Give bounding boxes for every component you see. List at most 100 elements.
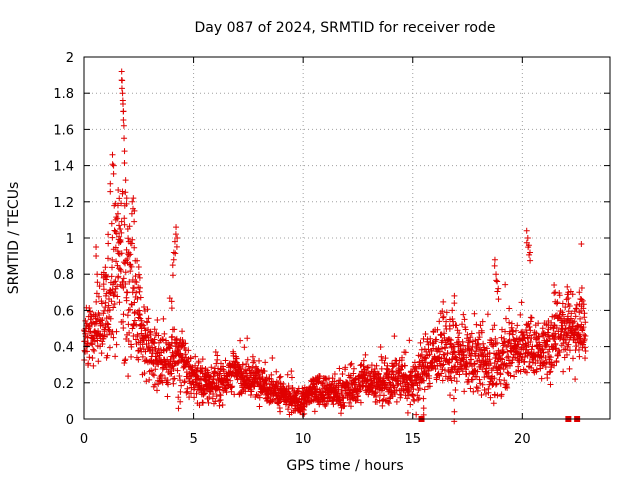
data-point <box>476 334 483 341</box>
data-point <box>129 325 136 332</box>
data-point <box>453 322 460 329</box>
data-point <box>491 360 498 367</box>
data-point <box>512 354 519 361</box>
data-point <box>284 371 291 378</box>
data-point <box>129 198 136 205</box>
data-point <box>393 398 400 405</box>
data-point <box>112 228 119 235</box>
data-point <box>125 238 132 245</box>
data-point <box>453 356 460 363</box>
data-point <box>434 354 441 361</box>
data-point <box>581 310 588 317</box>
data-point <box>125 338 132 345</box>
data-point <box>535 333 542 340</box>
y-tick-label: 0.4 <box>53 341 74 356</box>
data-point <box>253 375 260 382</box>
data-point <box>430 345 437 352</box>
data-point <box>167 357 174 364</box>
data-point <box>568 310 575 317</box>
data-point <box>567 315 574 322</box>
data-point <box>123 297 130 304</box>
data-point <box>94 337 101 344</box>
data-point <box>121 159 128 166</box>
data-point <box>85 360 92 367</box>
data-point <box>582 355 589 362</box>
data-point <box>120 284 127 291</box>
data-point <box>102 264 109 271</box>
data-point <box>104 320 111 327</box>
x-axis-label: GPS time / hours <box>286 458 403 474</box>
data-point <box>565 289 572 296</box>
data-point <box>113 258 120 265</box>
data-point <box>499 356 506 363</box>
data-point <box>438 370 445 377</box>
data-point <box>141 325 148 332</box>
data-point <box>499 326 506 333</box>
data-point <box>445 373 452 380</box>
data-point <box>169 272 176 279</box>
data-point <box>560 368 567 375</box>
data-point <box>234 376 241 383</box>
data-point <box>578 240 585 247</box>
data-point <box>337 377 344 384</box>
data-point <box>504 384 511 391</box>
data-point <box>517 311 524 318</box>
data-point <box>134 257 141 264</box>
data-point <box>575 323 582 330</box>
data-point <box>151 372 158 379</box>
data-point <box>451 408 458 415</box>
data-point <box>133 321 140 328</box>
data-point <box>141 370 148 377</box>
data-point <box>177 377 184 384</box>
data-point <box>218 360 225 367</box>
data-point <box>555 347 562 354</box>
y-tick-label: 1.6 <box>53 123 74 138</box>
data-point <box>241 344 248 351</box>
data-point <box>344 379 351 386</box>
y-tick-label: 0.6 <box>53 304 74 319</box>
data-point <box>186 394 193 401</box>
data-point <box>249 353 256 360</box>
data-point <box>467 334 474 341</box>
data-point <box>121 135 128 142</box>
data-point <box>201 390 208 397</box>
data-point <box>508 320 515 327</box>
data-point <box>475 341 482 348</box>
data-point <box>582 332 589 339</box>
data-point <box>106 327 113 334</box>
data-point <box>116 222 123 229</box>
data-point <box>507 372 514 379</box>
data-point <box>476 376 483 383</box>
data-point <box>152 366 159 373</box>
data-point <box>113 328 120 335</box>
data-point <box>244 335 251 342</box>
data-point <box>533 330 540 337</box>
data-point <box>118 250 125 257</box>
data-point <box>114 210 121 217</box>
data-point <box>285 386 292 393</box>
data-point <box>528 314 535 321</box>
data-point <box>110 334 117 341</box>
data-point <box>490 400 497 407</box>
data-point <box>180 363 187 370</box>
data-point <box>498 391 505 398</box>
data-point <box>89 354 96 361</box>
data-point <box>138 321 145 328</box>
data-point <box>118 229 125 236</box>
data-point <box>184 385 191 392</box>
data-point <box>122 177 129 184</box>
data-point <box>315 378 322 385</box>
data-point <box>121 215 128 222</box>
x-tick-label: 0 <box>80 432 88 447</box>
data-point <box>354 392 361 399</box>
data-point <box>113 341 120 348</box>
data-point <box>126 329 133 336</box>
data-point <box>238 390 245 397</box>
data-point <box>526 358 533 365</box>
data-point <box>433 376 440 383</box>
data-point <box>237 337 244 344</box>
data-point <box>148 367 155 374</box>
data-point <box>170 380 177 387</box>
data-point <box>128 353 135 360</box>
